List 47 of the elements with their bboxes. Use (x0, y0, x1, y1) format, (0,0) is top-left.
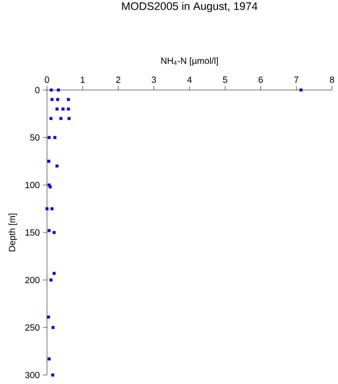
point (68, 117, 71, 120)
point (49, 278, 52, 282)
point (50, 88, 53, 92)
chart-title: MODS2005 in August, 1974 (122, 2, 258, 12)
x-tick-label: 6 (258, 76, 263, 83)
point (52, 272, 56, 275)
point (50, 98, 54, 102)
point (52, 326, 55, 330)
point (66, 108, 70, 111)
point (46, 207, 48, 210)
point (62, 108, 65, 111)
point (66, 98, 70, 102)
x-tick-label: 8 (330, 76, 334, 83)
point (48, 357, 51, 360)
point (48, 184, 51, 187)
x-tick-label: 0 (44, 76, 50, 83)
point (48, 185, 52, 188)
point (55, 164, 58, 168)
point (48, 229, 51, 232)
y-tick-label: 0 (35, 86, 40, 94)
y-tick-label: 200 (25, 276, 40, 284)
point (52, 231, 56, 234)
point (300, 88, 302, 92)
x-tick-label: 1 (80, 76, 85, 83)
point (50, 207, 54, 210)
point (48, 136, 51, 140)
y-tick-label: 250 (25, 324, 40, 331)
point (51, 374, 54, 377)
point (53, 136, 56, 140)
point (49, 117, 52, 120)
point (55, 108, 58, 111)
point (56, 98, 60, 102)
y-tick-label: 100 (26, 182, 40, 188)
x-axis-title: NH$_{4}$-N [µmol/l] (161, 57, 218, 66)
point (56, 88, 60, 92)
point (46, 316, 50, 319)
x-tick-label: 7 (294, 76, 298, 83)
x-tick-label: 4 (187, 76, 192, 83)
y-tick-label: 150 (26, 229, 40, 236)
x-tick-label: 3 (152, 76, 156, 83)
y-axis-title: Depth [m] (8, 214, 17, 252)
y-tick-label: 50 (30, 134, 40, 141)
x-tick-label: 5 (222, 76, 228, 83)
point (59, 117, 62, 120)
y-tick-label: 300 (25, 372, 40, 378)
x-tick-label: 2 (116, 76, 120, 83)
point (47, 160, 50, 163)
